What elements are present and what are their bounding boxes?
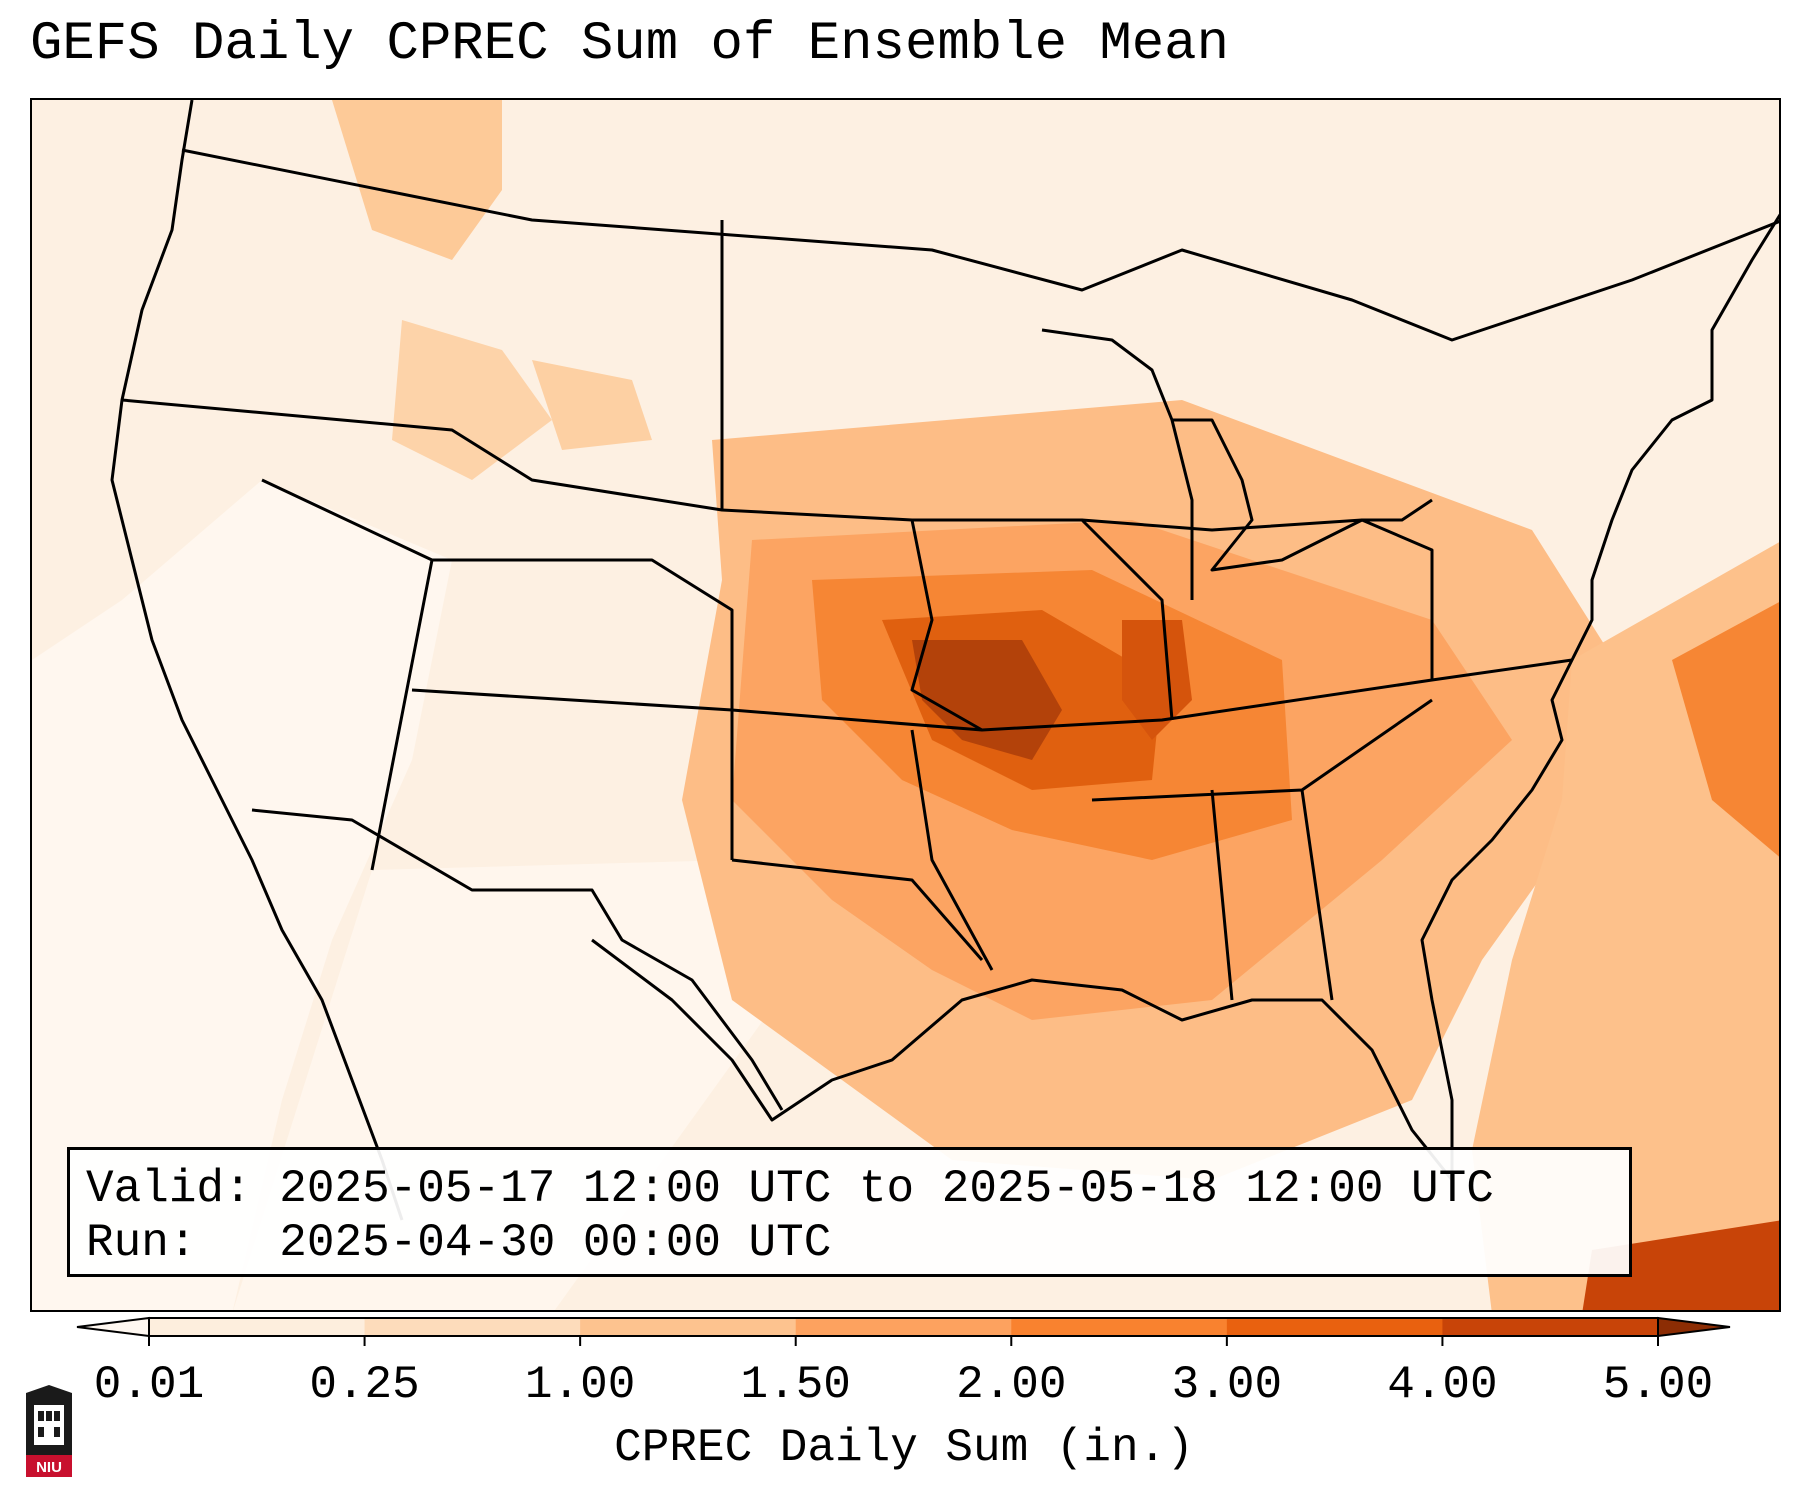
precip-montana [532, 360, 652, 450]
colorbar-segment [1226, 1318, 1443, 1336]
coastline-west [110, 100, 404, 1221]
precip-missouri-max [912, 640, 1062, 760]
state-line-2 [261, 478, 734, 871]
state-line-5 [912, 518, 1174, 721]
precip-caribbean-max [1582, 1220, 1779, 1310]
logo-text: NIU [36, 1459, 62, 1476]
colorbar-ticks [148, 1336, 1659, 1346]
precipitation-map [30, 98, 1781, 1312]
colorbar-segment [364, 1318, 581, 1336]
canada-us-border [181, 148, 1779, 342]
geographic-outlines [110, 100, 1779, 1221]
state-line-7 [1091, 698, 1433, 1001]
valid-label: Valid: [86, 1163, 252, 1215]
precip-illinois-max [1122, 620, 1192, 740]
state-line-3 [411, 658, 1573, 732]
state-line-6 [731, 729, 994, 971]
colorbar-segment [149, 1318, 366, 1336]
logo-banner [26, 1455, 72, 1477]
colorbar-tick-label: 1.50 [740, 1359, 851, 1411]
niu-logo: NIU [26, 1385, 72, 1477]
run-value: 2025-04-30 00:00 UTC [279, 1217, 832, 1269]
state-line-1 [121, 220, 724, 512]
light-field-west [32, 480, 452, 1310]
map-canvas [32, 100, 1779, 1310]
precip-pacific-nw [332, 100, 502, 260]
run-label: Run: [86, 1217, 197, 1269]
valid-value: 2025-05-17 12:00 UTC to 2025-05-18 12:00… [279, 1163, 1494, 1215]
colorbar-segment [1011, 1318, 1228, 1336]
colorbar-segment [1442, 1318, 1659, 1336]
colorbar-segment [580, 1318, 797, 1336]
colorbar-frame [148, 1317, 1659, 1337]
valid-run-info-box: Valid: 2025-05-17 12:00 UTC to 2025-05-1… [67, 1147, 1632, 1277]
colorbar-segment [795, 1318, 1012, 1336]
state-line-4 [721, 508, 983, 732]
colorbar-tick-label: 4.00 [1387, 1359, 1498, 1411]
colorbar-tick-label: 2.00 [956, 1359, 1067, 1411]
mexico-us-border [251, 808, 784, 1111]
colorbar-tick-label: 1.00 [524, 1359, 636, 1411]
colorbar-tick-label: 5.00 [1602, 1359, 1714, 1411]
colorbar-tick-label: 0.01 [93, 1359, 205, 1411]
colorbar-under-arrow [76, 1316, 150, 1338]
colorbar-over-arrow [1657, 1316, 1731, 1338]
precip-idaho [392, 320, 552, 480]
colorbar-segments [76, 1316, 1731, 1338]
precip-atlantic-heavy [1672, 602, 1779, 857]
colorbar-tick-label: 0.25 [309, 1359, 420, 1411]
map-title: GEFS Daily CPREC Sum of Ensemble Mean [30, 14, 1229, 75]
great-lakes [1041, 328, 1433, 600]
gulf-coastline [591, 938, 1454, 1181]
state-line-8 [1081, 518, 1434, 680]
colorbar-tick-label: 3.00 [1171, 1359, 1283, 1411]
colorbar-title: CPREC Daily Sum (in.) [614, 1422, 1194, 1474]
